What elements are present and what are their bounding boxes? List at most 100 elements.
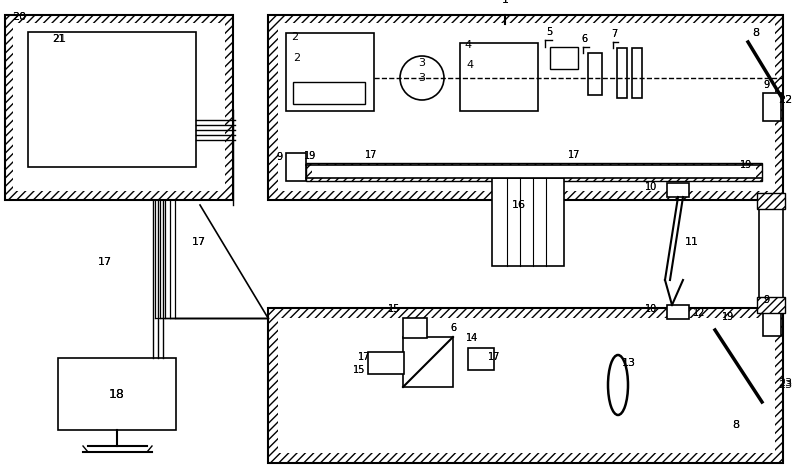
Text: 17: 17 — [568, 150, 580, 160]
Text: 19: 19 — [304, 151, 316, 161]
Text: 22: 22 — [778, 95, 792, 105]
Text: 7: 7 — [611, 29, 618, 39]
Text: 17: 17 — [488, 352, 500, 362]
Text: 16: 16 — [512, 200, 526, 210]
Text: 20: 20 — [12, 12, 26, 22]
Bar — [763, 308, 781, 336]
Text: 11: 11 — [685, 237, 699, 247]
Text: 10: 10 — [645, 304, 658, 314]
Bar — [757, 297, 785, 313]
Bar — [667, 183, 689, 197]
Text: 9: 9 — [763, 295, 769, 305]
Bar — [403, 318, 427, 338]
Text: 8: 8 — [752, 28, 759, 38]
Text: 1: 1 — [502, 0, 509, 5]
Text: 9: 9 — [763, 80, 769, 90]
Text: 18: 18 — [109, 387, 125, 401]
Bar — [278, 23, 775, 191]
Text: 12: 12 — [693, 308, 706, 318]
Text: 17: 17 — [192, 237, 206, 247]
Text: 6: 6 — [581, 34, 587, 44]
Bar — [368, 352, 404, 374]
Text: 14: 14 — [466, 333, 478, 343]
Text: 2: 2 — [293, 53, 300, 63]
Bar — [588, 53, 602, 95]
Text: 10: 10 — [645, 182, 658, 192]
Text: 14: 14 — [466, 333, 478, 343]
Text: 15: 15 — [388, 304, 400, 314]
Text: 13: 13 — [622, 358, 636, 368]
Bar — [13, 23, 225, 191]
Text: 19: 19 — [304, 151, 316, 161]
Bar — [460, 43, 538, 111]
Bar — [306, 163, 762, 181]
Text: 17: 17 — [98, 257, 112, 267]
Text: 15: 15 — [353, 365, 365, 375]
Text: 19: 19 — [740, 160, 752, 170]
Bar — [617, 48, 627, 98]
Text: 6: 6 — [450, 323, 456, 333]
Bar — [312, 165, 756, 178]
Text: 5: 5 — [546, 27, 552, 37]
Bar — [58, 358, 176, 430]
Bar — [759, 197, 783, 309]
Bar — [278, 318, 775, 453]
Text: 22: 22 — [778, 95, 792, 105]
Text: 2: 2 — [291, 32, 298, 42]
Bar — [667, 305, 689, 319]
Text: 19: 19 — [740, 160, 752, 170]
Text: 17: 17 — [358, 352, 370, 362]
Bar — [492, 178, 564, 266]
Text: 8: 8 — [732, 420, 739, 430]
Bar — [632, 48, 642, 98]
Text: 19: 19 — [722, 312, 734, 322]
Text: 13: 13 — [622, 358, 636, 368]
Text: 6: 6 — [450, 323, 456, 333]
Text: 10: 10 — [645, 182, 658, 192]
Text: 5: 5 — [546, 27, 552, 37]
Text: 11: 11 — [685, 237, 699, 247]
Text: 8: 8 — [732, 420, 739, 430]
Bar — [268, 308, 783, 463]
Text: 17: 17 — [98, 257, 112, 267]
Text: 15: 15 — [353, 365, 365, 375]
Text: 9: 9 — [763, 295, 769, 305]
Text: 20: 20 — [12, 12, 26, 22]
Text: 9: 9 — [276, 152, 282, 162]
Text: 16: 16 — [512, 200, 526, 210]
Text: 23: 23 — [778, 380, 792, 390]
Bar — [550, 47, 578, 69]
Text: 4: 4 — [466, 60, 473, 70]
Text: 4: 4 — [464, 40, 471, 50]
Text: 8: 8 — [752, 28, 759, 38]
Bar — [286, 33, 374, 111]
Bar — [293, 82, 365, 104]
Bar — [5, 15, 233, 200]
Text: 18: 18 — [109, 387, 125, 401]
Text: 17: 17 — [365, 150, 378, 160]
Bar — [28, 32, 196, 167]
Bar — [286, 153, 306, 181]
Text: 17: 17 — [568, 150, 580, 160]
Bar — [268, 15, 783, 200]
Text: 12: 12 — [693, 308, 706, 318]
Text: 21: 21 — [52, 34, 64, 44]
Text: 17: 17 — [488, 352, 500, 362]
Text: 3: 3 — [418, 73, 426, 83]
Text: 10: 10 — [645, 304, 658, 314]
Text: 1: 1 — [502, 0, 509, 5]
Text: 23: 23 — [778, 378, 792, 388]
Text: 3: 3 — [418, 58, 425, 68]
Text: 19: 19 — [722, 312, 734, 322]
Bar — [763, 93, 781, 121]
Text: 6: 6 — [581, 34, 587, 44]
Text: 17: 17 — [192, 237, 206, 247]
Bar — [403, 337, 453, 387]
Text: 9: 9 — [763, 80, 769, 90]
Bar — [468, 348, 494, 370]
Text: 17: 17 — [358, 352, 370, 362]
Text: 21: 21 — [52, 34, 66, 44]
Text: 17: 17 — [365, 150, 378, 160]
Text: 9: 9 — [276, 152, 282, 162]
Bar — [757, 193, 785, 209]
